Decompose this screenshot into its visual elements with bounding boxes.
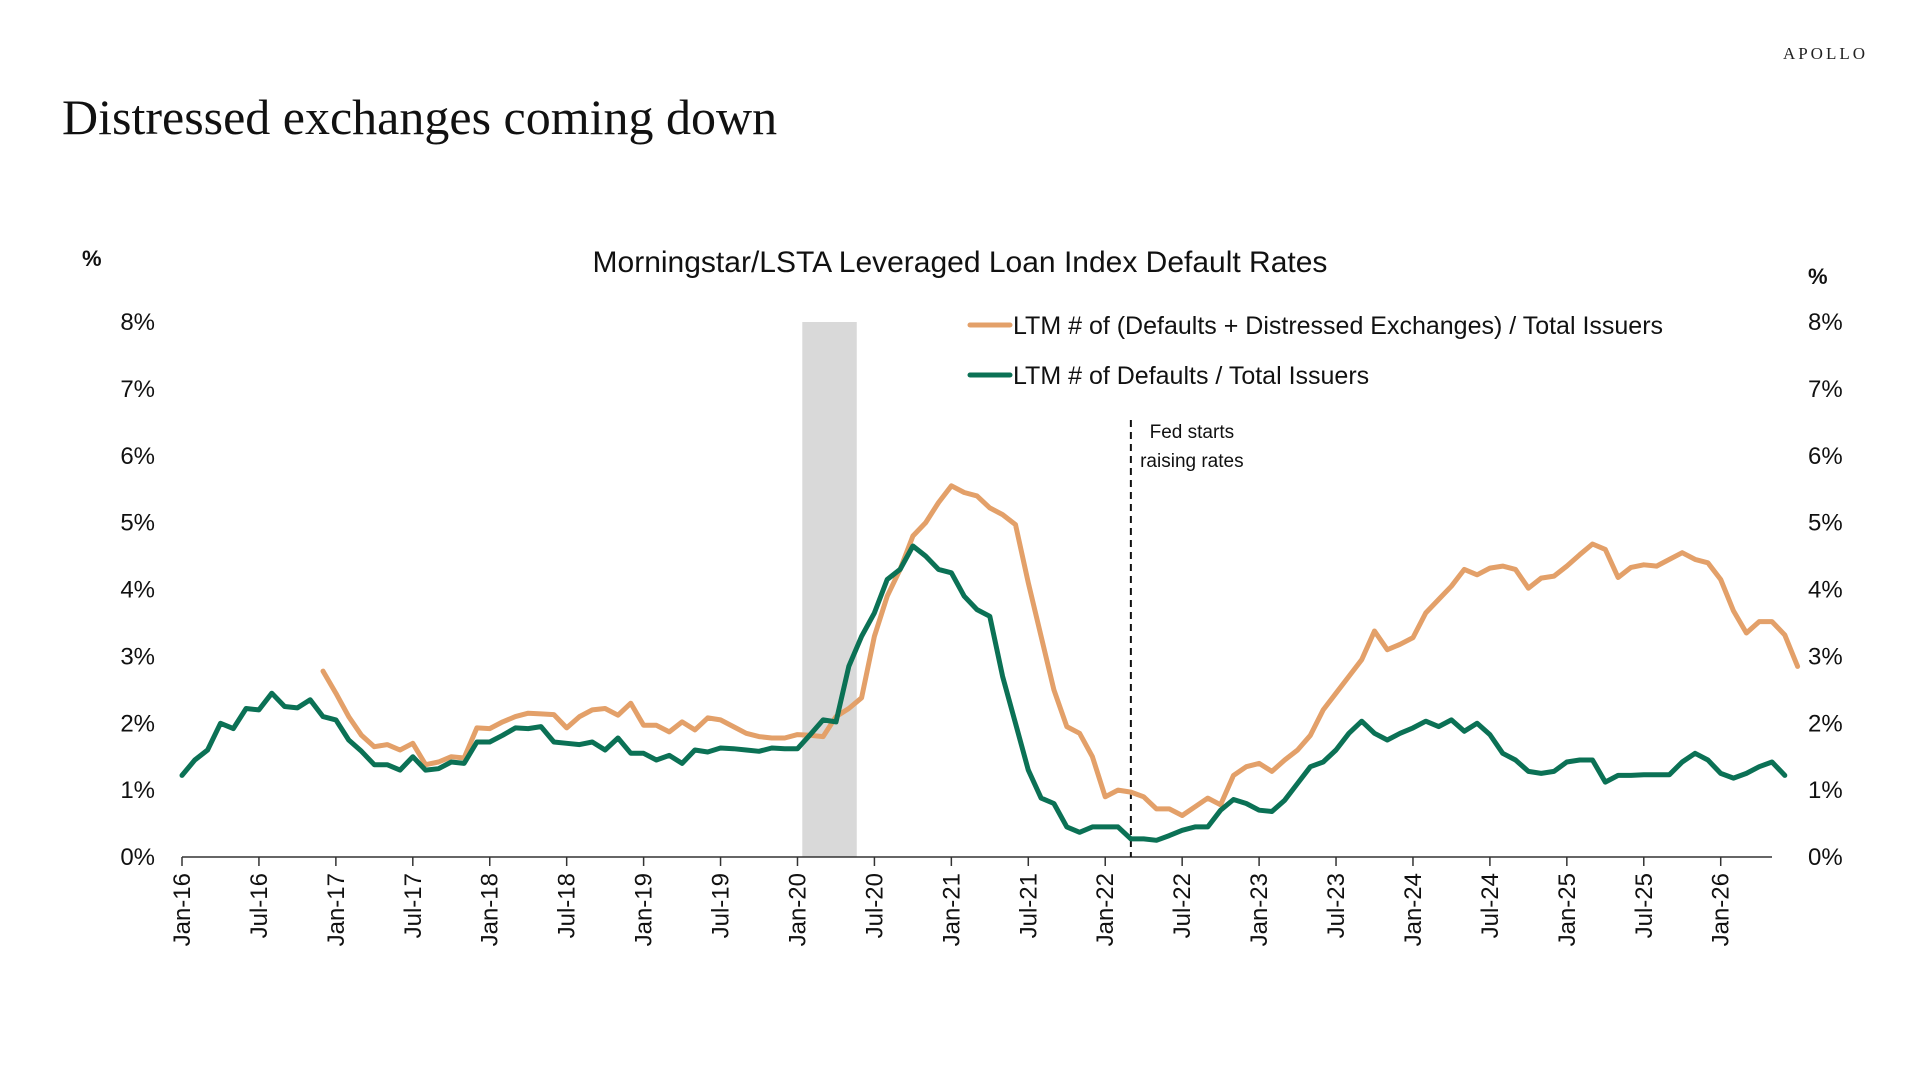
brand-logo: APOLLO <box>1782 44 1868 63</box>
page-title: Distressed exchanges coming down <box>62 89 778 145</box>
y-tick-label-left: 2% <box>120 710 155 737</box>
fed-annotation-text: Fed starts <box>1150 422 1234 443</box>
x-tick-label: Jan-24 <box>1400 873 1427 946</box>
right-axis-unit: % <box>1808 264 1828 289</box>
series-line-defaults <box>179 543 1788 843</box>
y-tick-label-right: 1% <box>1808 777 1843 804</box>
chart-title: Morningstar/LSTA Leveraged Loan Index De… <box>592 246 1328 279</box>
x-tick-label: Jan-25 <box>1554 873 1581 946</box>
x-tick-label: Jul-22 <box>1169 873 1196 938</box>
y-tick-label-left: 7% <box>120 376 155 403</box>
x-tick-label: Jul-17 <box>400 873 427 938</box>
series-line-defaults-distressed <box>320 483 1801 818</box>
y-tick-label-right: 2% <box>1808 710 1843 737</box>
fed-annotation-text: raising rates <box>1140 451 1244 472</box>
y-tick-label-left: 4% <box>120 577 155 604</box>
x-tick-label: Jul-23 <box>1323 873 1350 938</box>
recession-shading <box>802 322 857 857</box>
y-tick-label-right: 7% <box>1808 376 1843 403</box>
x-tick-label: Jul-21 <box>1015 873 1042 938</box>
y-tick-label-left: 0% <box>120 844 155 871</box>
y-tick-label-left: 1% <box>120 777 155 804</box>
x-tick-label: Jul-19 <box>708 873 735 938</box>
y-tick-label-left: 6% <box>120 443 155 470</box>
x-tick-label: Jan-22 <box>1092 873 1119 946</box>
x-tick-label: Jan-23 <box>1246 873 1273 946</box>
x-tick-label: Jul-20 <box>861 873 888 938</box>
y-tick-label-right: 6% <box>1808 443 1843 470</box>
x-tick-label: Jan-20 <box>784 873 811 946</box>
y-tick-label-left: 3% <box>120 643 155 670</box>
legend-label: LTM # of (Defaults + Distressed Exchange… <box>1013 312 1663 340</box>
legend-label: LTM # of Defaults / Total Issuers <box>1013 362 1369 390</box>
x-tick-label: Jan-17 <box>323 873 350 946</box>
y-tick-label-left: 8% <box>120 309 155 336</box>
x-tick-label: Jan-19 <box>631 873 658 946</box>
y-tick-label-right: 3% <box>1808 643 1843 670</box>
x-tick-label: Jul-24 <box>1477 873 1504 938</box>
y-tick-label-right: 8% <box>1808 309 1843 336</box>
y-tick-label-right: 0% <box>1808 844 1843 871</box>
y-tick-label-left: 5% <box>120 510 155 537</box>
x-tick-label: Jan-26 <box>1708 873 1735 946</box>
y-tick-label-right: 4% <box>1808 577 1843 604</box>
x-tick-label: Jan-16 <box>169 873 196 946</box>
x-tick-label: Jan-21 <box>938 873 965 946</box>
left-axis-unit: % <box>82 246 102 271</box>
x-tick-label: Jul-16 <box>246 873 273 938</box>
y-tick-label-right: 5% <box>1808 510 1843 537</box>
x-tick-label: Jan-18 <box>477 873 504 946</box>
x-tick-label: Jul-25 <box>1631 873 1658 938</box>
x-tick-label: Jul-18 <box>554 873 581 938</box>
